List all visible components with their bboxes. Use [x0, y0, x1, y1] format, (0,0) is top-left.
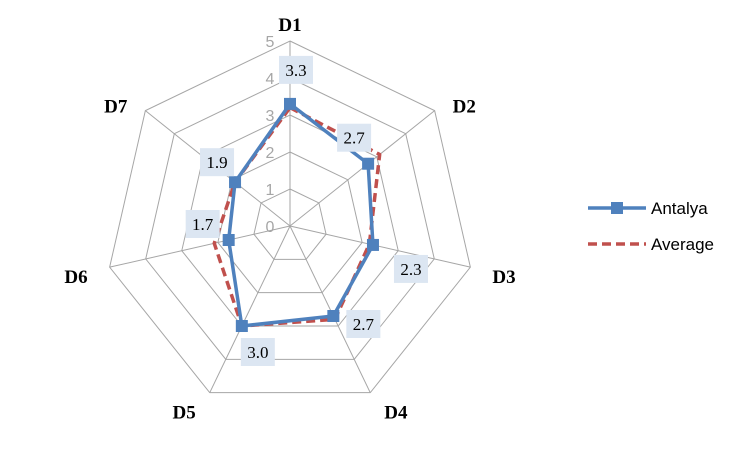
- spoke-D6: [109, 225, 291, 268]
- series-line-antalya: [226, 102, 375, 328]
- marker-antalya-D2: [362, 157, 375, 170]
- tick-label-5: 5: [266, 34, 275, 51]
- data-label-D6: 1.7: [192, 215, 214, 234]
- data-label-D2: 2.7: [343, 129, 365, 148]
- data-label-D1: 3.3: [285, 61, 306, 80]
- series-lines: [212, 97, 382, 333]
- category-label-D1: D1: [278, 15, 301, 36]
- tick-label-4: 4: [266, 71, 275, 88]
- grid-ring-5: [109, 40, 471, 394]
- data-label-box-D7: [200, 148, 235, 177]
- tick-label-1: 1: [266, 182, 275, 199]
- marker-antalya-D7: [229, 176, 242, 189]
- data-labels: 3.3 2.7 2.3 2.7 3.0 1.7 1.9: [185, 55, 428, 367]
- radar-grid: [109, 40, 471, 394]
- data-label-box-D5: [240, 338, 275, 367]
- marker-antalya-D4: [327, 310, 340, 323]
- grid-ring-1: [253, 188, 327, 260]
- category-label-D3: D3: [492, 267, 515, 288]
- legend-marker-antalya: [611, 202, 623, 214]
- data-label-box-D2: [337, 123, 372, 152]
- marker-antalya-D1: [284, 97, 296, 110]
- grid-ring-2: [217, 151, 363, 294]
- data-label-D3: 2.3: [400, 260, 421, 279]
- spoke-D4: [289, 225, 371, 393]
- category-label-D5: D5: [172, 403, 195, 424]
- tick-label-2: 2: [266, 145, 275, 162]
- legend-label-average: Average: [651, 235, 714, 254]
- grid-ring-4: [145, 77, 435, 360]
- data-label-box-D6: [185, 209, 220, 238]
- category-label-D7: D7: [104, 97, 128, 118]
- series-line-average: [212, 105, 382, 328]
- data-label-box-D3: [393, 254, 428, 283]
- spoke-D5: [209, 225, 291, 393]
- data-label-box-D4: [346, 310, 381, 339]
- category-labels: D1 D2 D3 D4 D5 D6 D7: [64, 15, 515, 424]
- marker-antalya-D3: [366, 238, 379, 251]
- legend-label-antalya: Antalya: [651, 199, 708, 218]
- radial-tick-labels: 0 1 2 3 4 5: [266, 34, 275, 236]
- data-label-D5: 3.0: [247, 343, 268, 362]
- data-label-D7: 1.9: [206, 153, 227, 172]
- data-label-box-D1: [279, 55, 313, 84]
- category-label-D4: D4: [384, 403, 408, 424]
- marker-antalya-D6: [222, 233, 235, 246]
- grid-ring-3: [181, 114, 399, 327]
- data-label-D4: 2.7: [353, 315, 375, 334]
- marker-antalya-D5: [235, 320, 248, 333]
- tick-label-3: 3: [266, 108, 275, 125]
- category-label-D2: D2: [453, 97, 476, 118]
- legend: Antalya Average: [588, 199, 714, 254]
- spoke-D3: [289, 225, 471, 268]
- tick-label-0: 0: [266, 219, 275, 236]
- radar-spokes: [109, 41, 471, 393]
- category-label-D6: D6: [64, 267, 87, 288]
